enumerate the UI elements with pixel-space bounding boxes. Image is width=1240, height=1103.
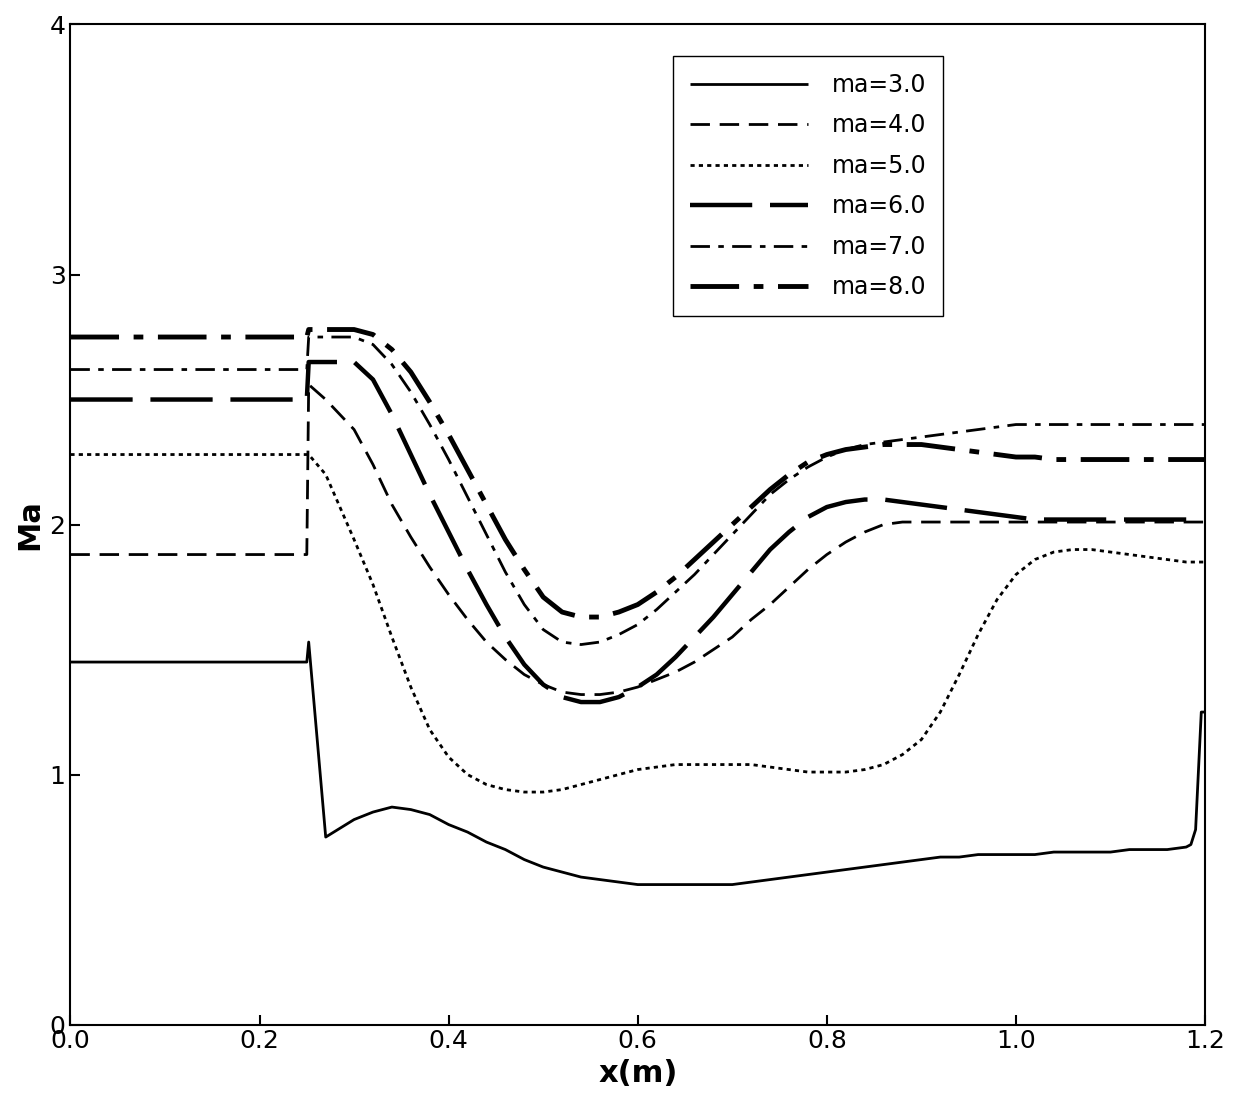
Legend: ma=3.0, ma=4.0, ma=5.0, ma=6.0, ma=7.0, ma=8.0: ma=3.0, ma=4.0, ma=5.0, ma=6.0, ma=7.0, … <box>673 56 942 315</box>
ma=6.0 <box>574 695 589 708</box>
ma=4.0 <box>895 515 910 528</box>
ma=6.0 <box>1198 513 1213 526</box>
ma=6.0 <box>337 355 352 368</box>
ma=8.0 <box>895 438 910 451</box>
ma=4.0 <box>857 525 872 538</box>
ma=3.0 <box>301 635 316 649</box>
ma=5.0 <box>460 768 475 781</box>
ma=8.0 <box>574 610 589 623</box>
ma=7.0 <box>781 473 796 486</box>
ma=8.0 <box>857 440 872 453</box>
ma=7.0 <box>301 331 316 344</box>
ma=6.0 <box>781 525 796 538</box>
ma=6.0 <box>63 393 78 406</box>
ma=5.0 <box>554 783 569 796</box>
Line: ma=7.0: ma=7.0 <box>71 338 1205 644</box>
ma=4.0 <box>574 688 589 702</box>
ma=6.0 <box>857 493 872 506</box>
ma=8.0 <box>781 468 796 481</box>
ma=4.0 <box>337 413 352 426</box>
ma=7.0 <box>574 638 589 651</box>
ma=3.0 <box>63 655 78 668</box>
ma=7.0 <box>725 528 740 542</box>
ma=5.0 <box>1198 556 1213 569</box>
ma=6.0 <box>301 355 316 368</box>
ma=3.0 <box>668 878 683 891</box>
ma=4.0 <box>725 631 740 644</box>
Line: ma=3.0: ma=3.0 <box>71 642 1205 885</box>
ma=3.0 <box>441 818 456 832</box>
ma=4.0 <box>301 378 316 392</box>
ma=5.0 <box>574 778 589 791</box>
ma=4.0 <box>611 685 626 698</box>
ma=3.0 <box>971 848 986 861</box>
ma=3.0 <box>630 878 645 891</box>
ma=8.0 <box>725 518 740 532</box>
ma=5.0 <box>1179 556 1194 569</box>
ma=7.0 <box>337 331 352 344</box>
ma=8.0 <box>63 331 78 344</box>
Line: ma=6.0: ma=6.0 <box>71 362 1205 702</box>
Line: ma=4.0: ma=4.0 <box>71 385 1205 695</box>
ma=4.0 <box>1198 515 1213 528</box>
X-axis label: x(m): x(m) <box>598 1059 677 1088</box>
Y-axis label: Ma: Ma <box>15 499 43 550</box>
ma=7.0 <box>895 432 910 446</box>
ma=8.0 <box>301 323 316 336</box>
ma=8.0 <box>1198 453 1213 467</box>
ma=6.0 <box>611 690 626 704</box>
ma=8.0 <box>337 323 352 336</box>
ma=5.0 <box>517 785 532 799</box>
ma=7.0 <box>611 628 626 641</box>
Line: ma=8.0: ma=8.0 <box>71 330 1205 617</box>
ma=8.0 <box>611 606 626 619</box>
ma=3.0 <box>895 856 910 869</box>
ma=7.0 <box>63 363 78 376</box>
ma=6.0 <box>895 495 910 508</box>
ma=4.0 <box>781 580 796 593</box>
ma=5.0 <box>63 448 78 461</box>
ma=5.0 <box>895 748 910 761</box>
ma=3.0 <box>1198 706 1213 719</box>
ma=3.0 <box>838 863 853 876</box>
Line: ma=5.0: ma=5.0 <box>71 454 1205 792</box>
ma=7.0 <box>1198 418 1213 431</box>
ma=7.0 <box>857 438 872 451</box>
ma=5.0 <box>952 668 967 682</box>
ma=3.0 <box>877 858 892 871</box>
ma=6.0 <box>725 588 740 601</box>
ma=4.0 <box>63 548 78 561</box>
